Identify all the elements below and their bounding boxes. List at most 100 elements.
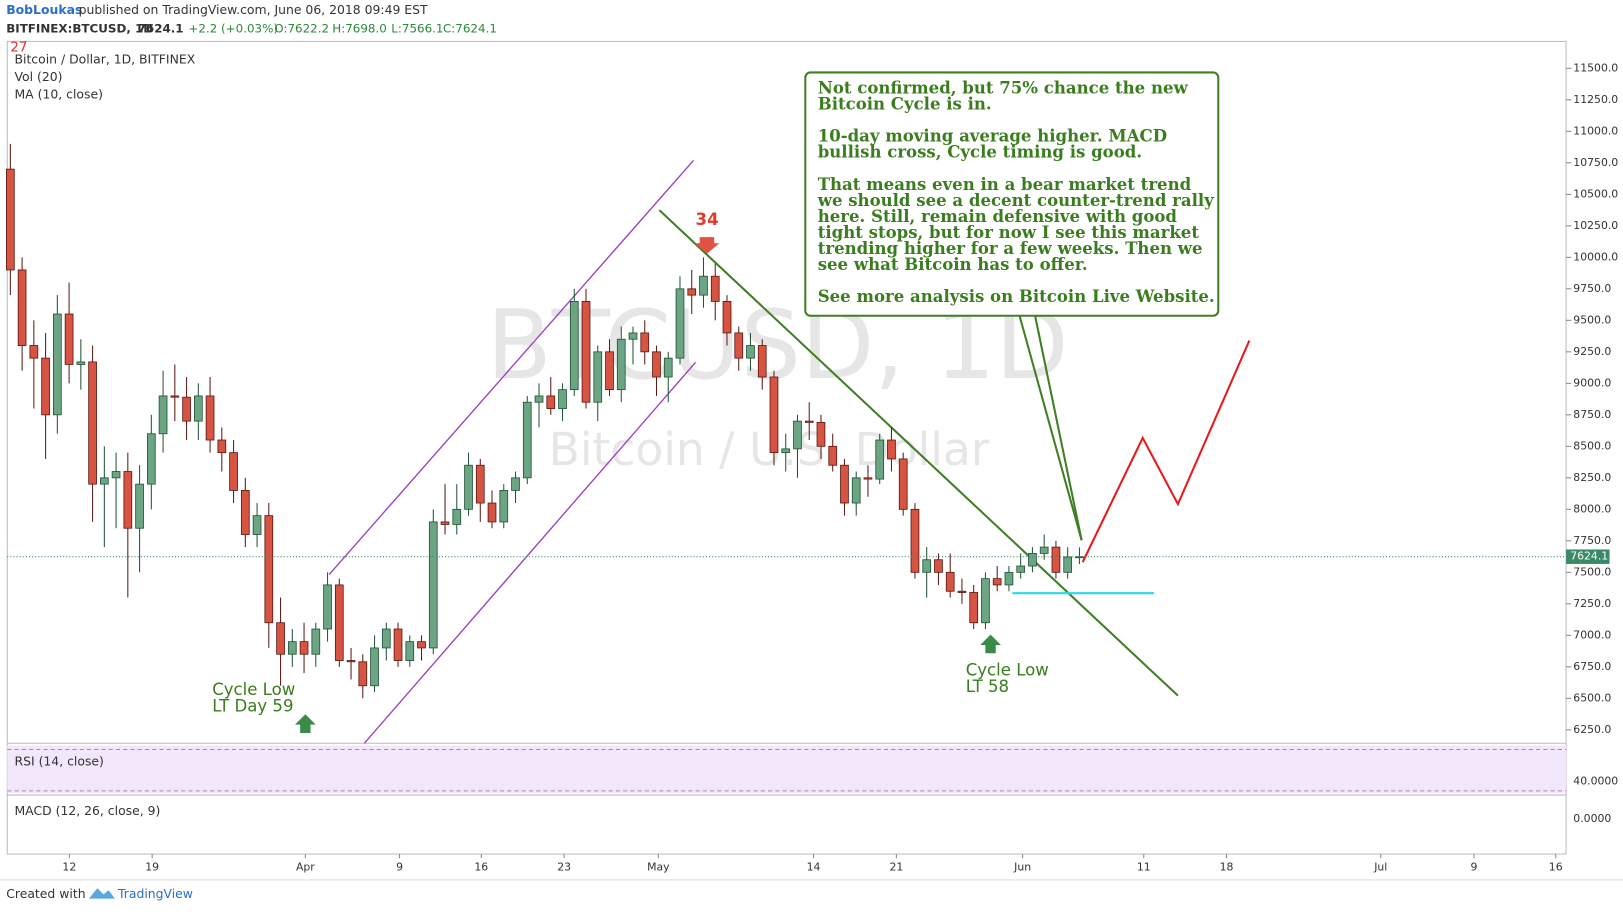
rsi-panel [7, 745, 1567, 793]
corner-mark: 27 [10, 41, 27, 56]
annotation-line: tight stops, but for now I see this mark… [818, 222, 1200, 242]
published: published on TradingView.com, June 06, 2… [79, 2, 428, 17]
candle-body [534, 395, 544, 403]
quote-open: O:7622.2 [274, 21, 329, 35]
candle-body [381, 628, 391, 649]
annotation-box [804, 71, 1220, 317]
channel-line [328, 160, 695, 575]
cycle-count: 34 [696, 210, 719, 229]
candle-body [205, 395, 215, 441]
trend-line [658, 209, 1179, 697]
callout-line [1018, 315, 1083, 541]
y-tick-label: 7250.0 [1573, 597, 1611, 610]
y-tick-label: 9250.0 [1573, 345, 1611, 358]
candle-body [851, 477, 861, 504]
y-tick-label: 6250.0 [1573, 723, 1611, 736]
candle-body [969, 592, 979, 624]
candle-body [464, 464, 473, 510]
candle-body [405, 641, 415, 661]
quote-last: 7624.1 [138, 21, 184, 35]
y-tick-label: 9000.0 [1573, 376, 1611, 389]
candle-body [428, 521, 438, 649]
candle-body [252, 515, 262, 535]
macd-tick: 0.0000 [1573, 812, 1611, 825]
candle-body [1039, 546, 1049, 554]
y-tick-label: 10500.0 [1573, 187, 1618, 200]
candle-body [99, 477, 109, 485]
x-tick-label: Apr [296, 861, 315, 874]
rsi-tick: 40.0000 [1573, 775, 1618, 788]
annotation-line: Bitcoin Cycle is in. [818, 94, 992, 114]
x-tick-label: Jun [1013, 861, 1031, 874]
candle-body [52, 313, 62, 416]
annotation-line: bullish cross, Cycle timing is good. [818, 142, 1142, 162]
last-price-tag [1566, 549, 1610, 564]
plot-frame [6, 40, 1567, 855]
cycle-low: Cycle Low [966, 660, 1049, 679]
candle-body [123, 471, 133, 529]
x-tick-label: 21 [889, 861, 903, 874]
y-tick-label: 7500.0 [1573, 565, 1611, 578]
x-tick-label: 16 [1549, 861, 1563, 874]
symbol: BITFINEX:BTCUSD, 1D [6, 21, 153, 35]
y-tick-label: 10000.0 [1573, 250, 1618, 263]
candle-body [311, 628, 321, 655]
candle-body [264, 515, 274, 624]
x-tick-label: 16 [474, 861, 488, 874]
logo [89, 888, 115, 899]
rsi-label: RSI (14, close) [14, 753, 103, 768]
candle-body [828, 445, 838, 466]
candle-body [898, 458, 908, 510]
candle-body [475, 464, 485, 504]
y-tick-label: 7000.0 [1573, 628, 1611, 641]
annotation-line: here. Still, remain defensive with good [818, 206, 1178, 226]
candle-body [605, 351, 614, 391]
y-tick-label: 8000.0 [1573, 502, 1611, 515]
candle-body [710, 275, 720, 302]
x-tick-label: 11 [1137, 861, 1151, 874]
footer-brand: TradingView [117, 886, 193, 901]
candle-body [393, 628, 403, 661]
candle-body [934, 559, 943, 573]
x-tick-label: 19 [145, 861, 159, 874]
candle-body [276, 622, 285, 655]
author: BobLoukas [6, 2, 82, 17]
candle-body [887, 439, 896, 460]
annotation-line: See more analysis on Bitcoin Live Websit… [818, 286, 1215, 306]
y-tick-label: 8250.0 [1573, 471, 1611, 484]
annotation-line: 10-day moving average higher. MACD [818, 126, 1167, 146]
quote-low: L:7566.1 [391, 21, 443, 35]
candle-body [229, 452, 238, 491]
candle-body [76, 361, 86, 365]
candle-body [346, 660, 356, 663]
candle-body [769, 376, 779, 454]
arrow-down [694, 237, 720, 254]
candle-body [640, 332, 650, 353]
last-price-label: 7624.1 [1570, 550, 1608, 563]
x-tick-label: 23 [557, 861, 571, 874]
annotation-line: Not confirmed, but 75% chance the new [818, 78, 1189, 98]
candle-body [1004, 571, 1014, 586]
candle-body [793, 420, 802, 450]
macd-label: MACD (12, 26, close, 9) [14, 803, 160, 818]
candle-body [217, 439, 227, 454]
candle-body [628, 332, 638, 340]
candle-body [29, 345, 39, 359]
cycle-low: Cycle Low [212, 680, 295, 699]
candle-body [957, 590, 967, 593]
watermark: Bitcoin / U.S. Dollar [549, 423, 990, 476]
candle-body [452, 508, 462, 525]
candle-body [111, 471, 121, 479]
y-tick-label: 6500.0 [1573, 691, 1611, 704]
candle-body [440, 521, 450, 525]
candle-body [981, 578, 990, 624]
candle-body [1051, 546, 1061, 573]
candle-body [746, 345, 755, 359]
channel-line [363, 361, 697, 744]
candle-body [17, 269, 27, 346]
quote-change: +2.2 (+0.03%) [188, 21, 278, 35]
cycle-low: LT Day 59 [212, 697, 293, 716]
candle-body [816, 421, 826, 447]
candle-body [370, 647, 379, 687]
